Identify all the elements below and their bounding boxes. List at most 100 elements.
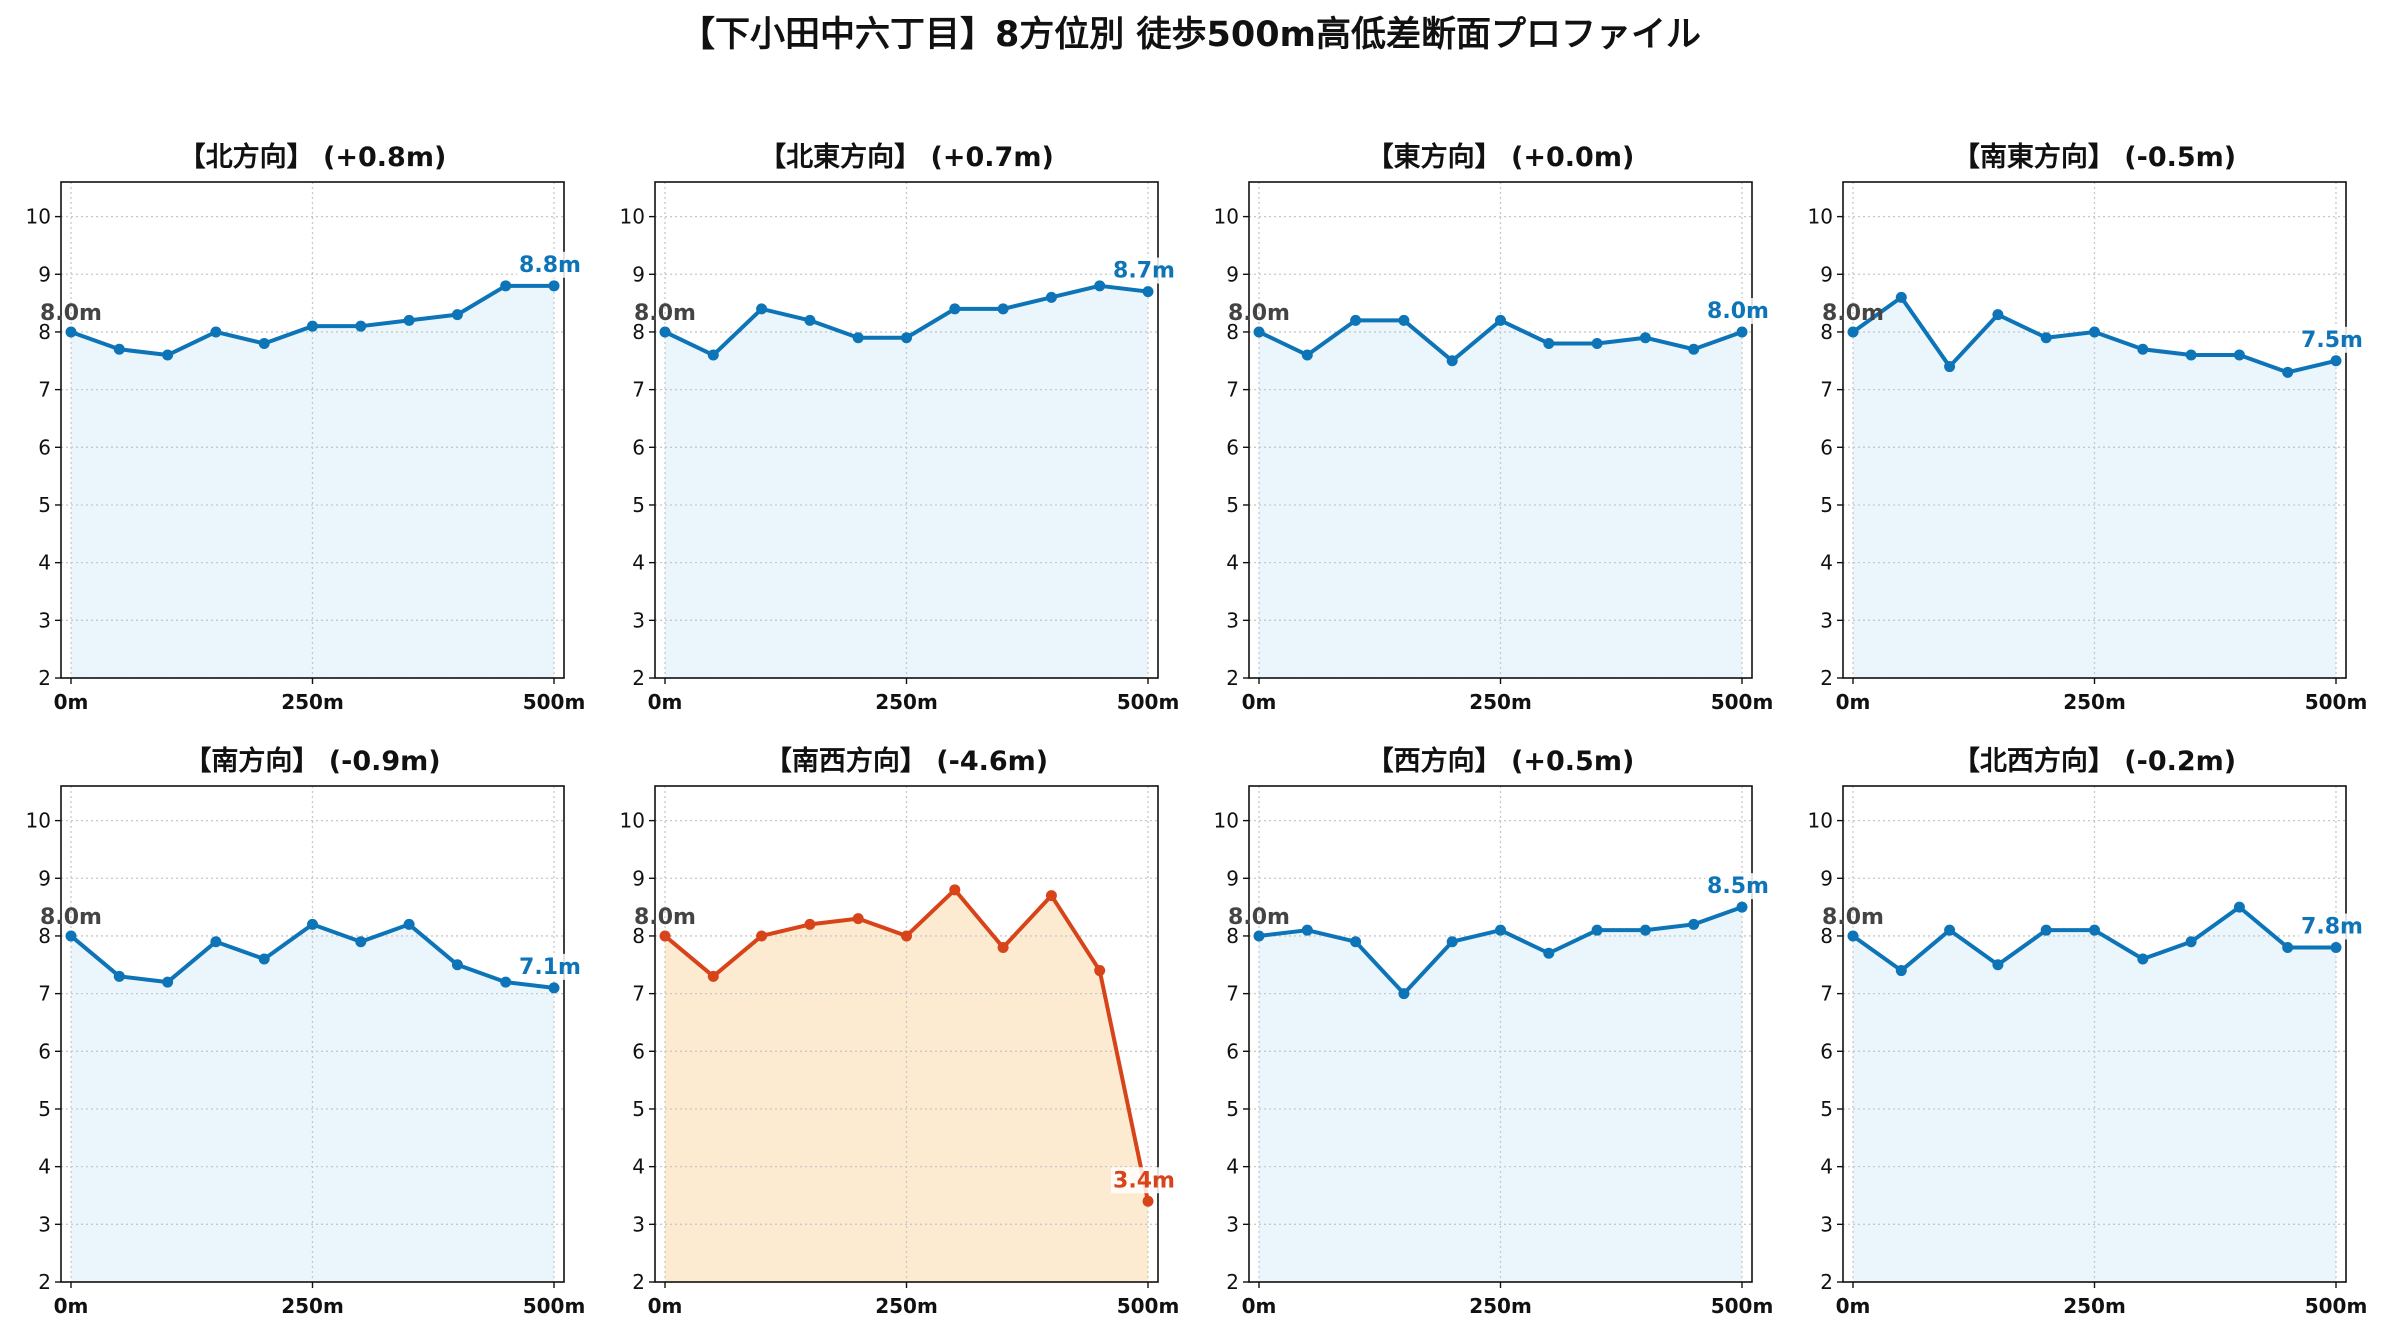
chart-panel-west: 【西方向】 (+0.5m) 2 3 4 5 6 7 8 9 10 0m 250m 500m 8.0m 8.5… (1188, 736, 1782, 1336)
y-tick-label: 3 (632, 1212, 645, 1236)
chart-svg: 【西方向】 (+0.5m) 2 3 4 5 6 7 8 9 10 0m 250m 500m 8.0m 8.5… (1214, 745, 1774, 1318)
data-point (1142, 286, 1154, 298)
start-value-label: 8.0m (40, 905, 102, 930)
x-tick-label: 250m (1469, 1294, 1532, 1318)
data-point (65, 930, 77, 942)
x-tick-label: 0m (1242, 1294, 1277, 1318)
y-tick-label: 4 (1820, 551, 1833, 575)
y-tick-label: 8 (38, 924, 51, 948)
y-tick-label: 2 (1226, 1270, 1239, 1294)
y-tick-label: 7 (38, 982, 51, 1006)
chart-panel-northeast: 【北東方向】 (+0.7m) 2 3 4 5 6 7 8 9 10 0m 250m 500m 8.0m 8.… (594, 132, 1188, 732)
data-point (162, 976, 174, 988)
y-tick-label: 4 (1226, 1155, 1239, 1179)
x-tick-label: 250m (875, 1294, 938, 1318)
chart-panel-east: 【東方向】 (+0.0m) 2 3 4 5 6 7 8 9 10 0m 250m 500m 8.0m 8.0… (1188, 132, 1782, 732)
figure-title: 【下小田中六丁目】8方位別 徒歩500m高低差断面プロファイル (679, 15, 1702, 55)
y-tick-label: 2 (1226, 666, 1239, 690)
y-tick-label: 5 (632, 493, 645, 517)
y-tick-label: 2 (1820, 1270, 1833, 1294)
y-tick-label: 9 (1226, 262, 1239, 286)
end-value-label: 8.5m (1707, 874, 1769, 899)
y-tick-label: 8 (1226, 320, 1239, 344)
data-point (2330, 355, 2342, 367)
data-point (1736, 326, 1748, 338)
data-point (852, 332, 864, 344)
x-tick-label: 250m (281, 1294, 344, 1318)
x-tick-label: 0m (1242, 690, 1277, 714)
data-point (1398, 314, 1410, 326)
y-tick-label: 9 (1820, 866, 1833, 890)
data-point (210, 326, 222, 338)
x-tick-label: 0m (1836, 690, 1871, 714)
data-point (1301, 349, 1313, 361)
y-tick-label: 3 (1226, 608, 1239, 632)
data-point (451, 959, 463, 971)
y-tick-label: 10 (1808, 809, 1833, 833)
area-fill (1259, 907, 1742, 1282)
y-tick-label: 4 (632, 551, 645, 575)
start-value-label: 8.0m (1228, 301, 1290, 326)
end-label-backing (1111, 257, 1177, 284)
data-point (2282, 366, 2294, 378)
y-tick-label: 2 (632, 1270, 645, 1294)
chart-panel-northwest: 【北西方向】 (-0.2m) 2 3 4 5 6 7 8 9 10 0m 250m 500m 8.0m 7.… (1782, 736, 2376, 1336)
y-tick-label: 6 (1820, 1039, 1833, 1063)
data-point (500, 976, 512, 988)
y-tick-label: 10 (620, 809, 645, 833)
data-point (2089, 326, 2100, 338)
data-point (2233, 349, 2245, 361)
data-point (852, 913, 864, 925)
x-tick-label: 500m (523, 690, 586, 714)
y-tick-label: 7 (632, 982, 645, 1006)
end-label-backing (2299, 913, 2365, 940)
panel-title: 【南方向】 (-0.9m) (184, 745, 440, 777)
chart-panel-southwest: 【南西方向】 (-4.6m) 2 3 4 5 6 7 8 9 10 0m 250m 500m 8.0m 3.… (594, 736, 1188, 1336)
start-value-label: 8.0m (1228, 905, 1290, 930)
data-point (113, 970, 125, 982)
data-point (258, 953, 270, 965)
panel-title: 【北西方向】 (-0.2m) (1953, 745, 2236, 777)
data-point (1895, 291, 1907, 303)
data-point (1094, 280, 1106, 292)
y-tick-label: 6 (632, 435, 645, 459)
data-point (258, 337, 270, 349)
x-tick-label: 250m (2063, 1294, 2126, 1318)
x-tick-label: 500m (1711, 1294, 1774, 1318)
data-point (113, 343, 125, 355)
data-point (1847, 930, 1859, 942)
data-point (1094, 965, 1106, 977)
chart-panel-north: 【北方向】 (+0.8m) 2 3 4 5 6 7 8 9 10 0m 250m 500m 8.0m 8.8… (0, 132, 594, 732)
data-point (1944, 361, 1956, 373)
y-tick-label: 9 (1226, 866, 1239, 890)
x-tick-label: 250m (875, 690, 938, 714)
y-tick-label: 5 (38, 1097, 51, 1121)
end-label-backing (517, 251, 583, 278)
x-tick-label: 250m (1469, 690, 1532, 714)
data-point (2185, 349, 2197, 361)
end-label-backing (1111, 1167, 1177, 1194)
chart-svg: 【南方向】 (-0.9m) 2 3 4 5 6 7 8 9 10 0m 250m 500m 8.0m 7.1… (26, 745, 586, 1318)
y-tick-label: 9 (632, 262, 645, 286)
data-point (1350, 936, 1362, 948)
y-tick-label: 2 (1820, 666, 1833, 690)
data-point (451, 309, 463, 321)
data-point (355, 320, 367, 332)
data-point (659, 930, 671, 942)
end-label-backing (517, 953, 583, 980)
x-tick-label: 0m (54, 1294, 89, 1318)
data-point (1446, 355, 1458, 367)
start-value-label: 8.0m (1822, 301, 1884, 326)
data-point (2137, 953, 2149, 965)
x-tick-label: 500m (2305, 690, 2368, 714)
data-point (1688, 918, 1700, 930)
data-point (1591, 924, 1603, 936)
y-tick-label: 3 (632, 608, 645, 632)
y-tick-label: 9 (1820, 262, 1833, 286)
data-point (1495, 314, 1506, 326)
data-point (1543, 337, 1555, 349)
area-fill (71, 285, 554, 678)
x-tick-label: 250m (2063, 690, 2126, 714)
data-point (1045, 890, 1057, 902)
data-point (901, 332, 912, 344)
